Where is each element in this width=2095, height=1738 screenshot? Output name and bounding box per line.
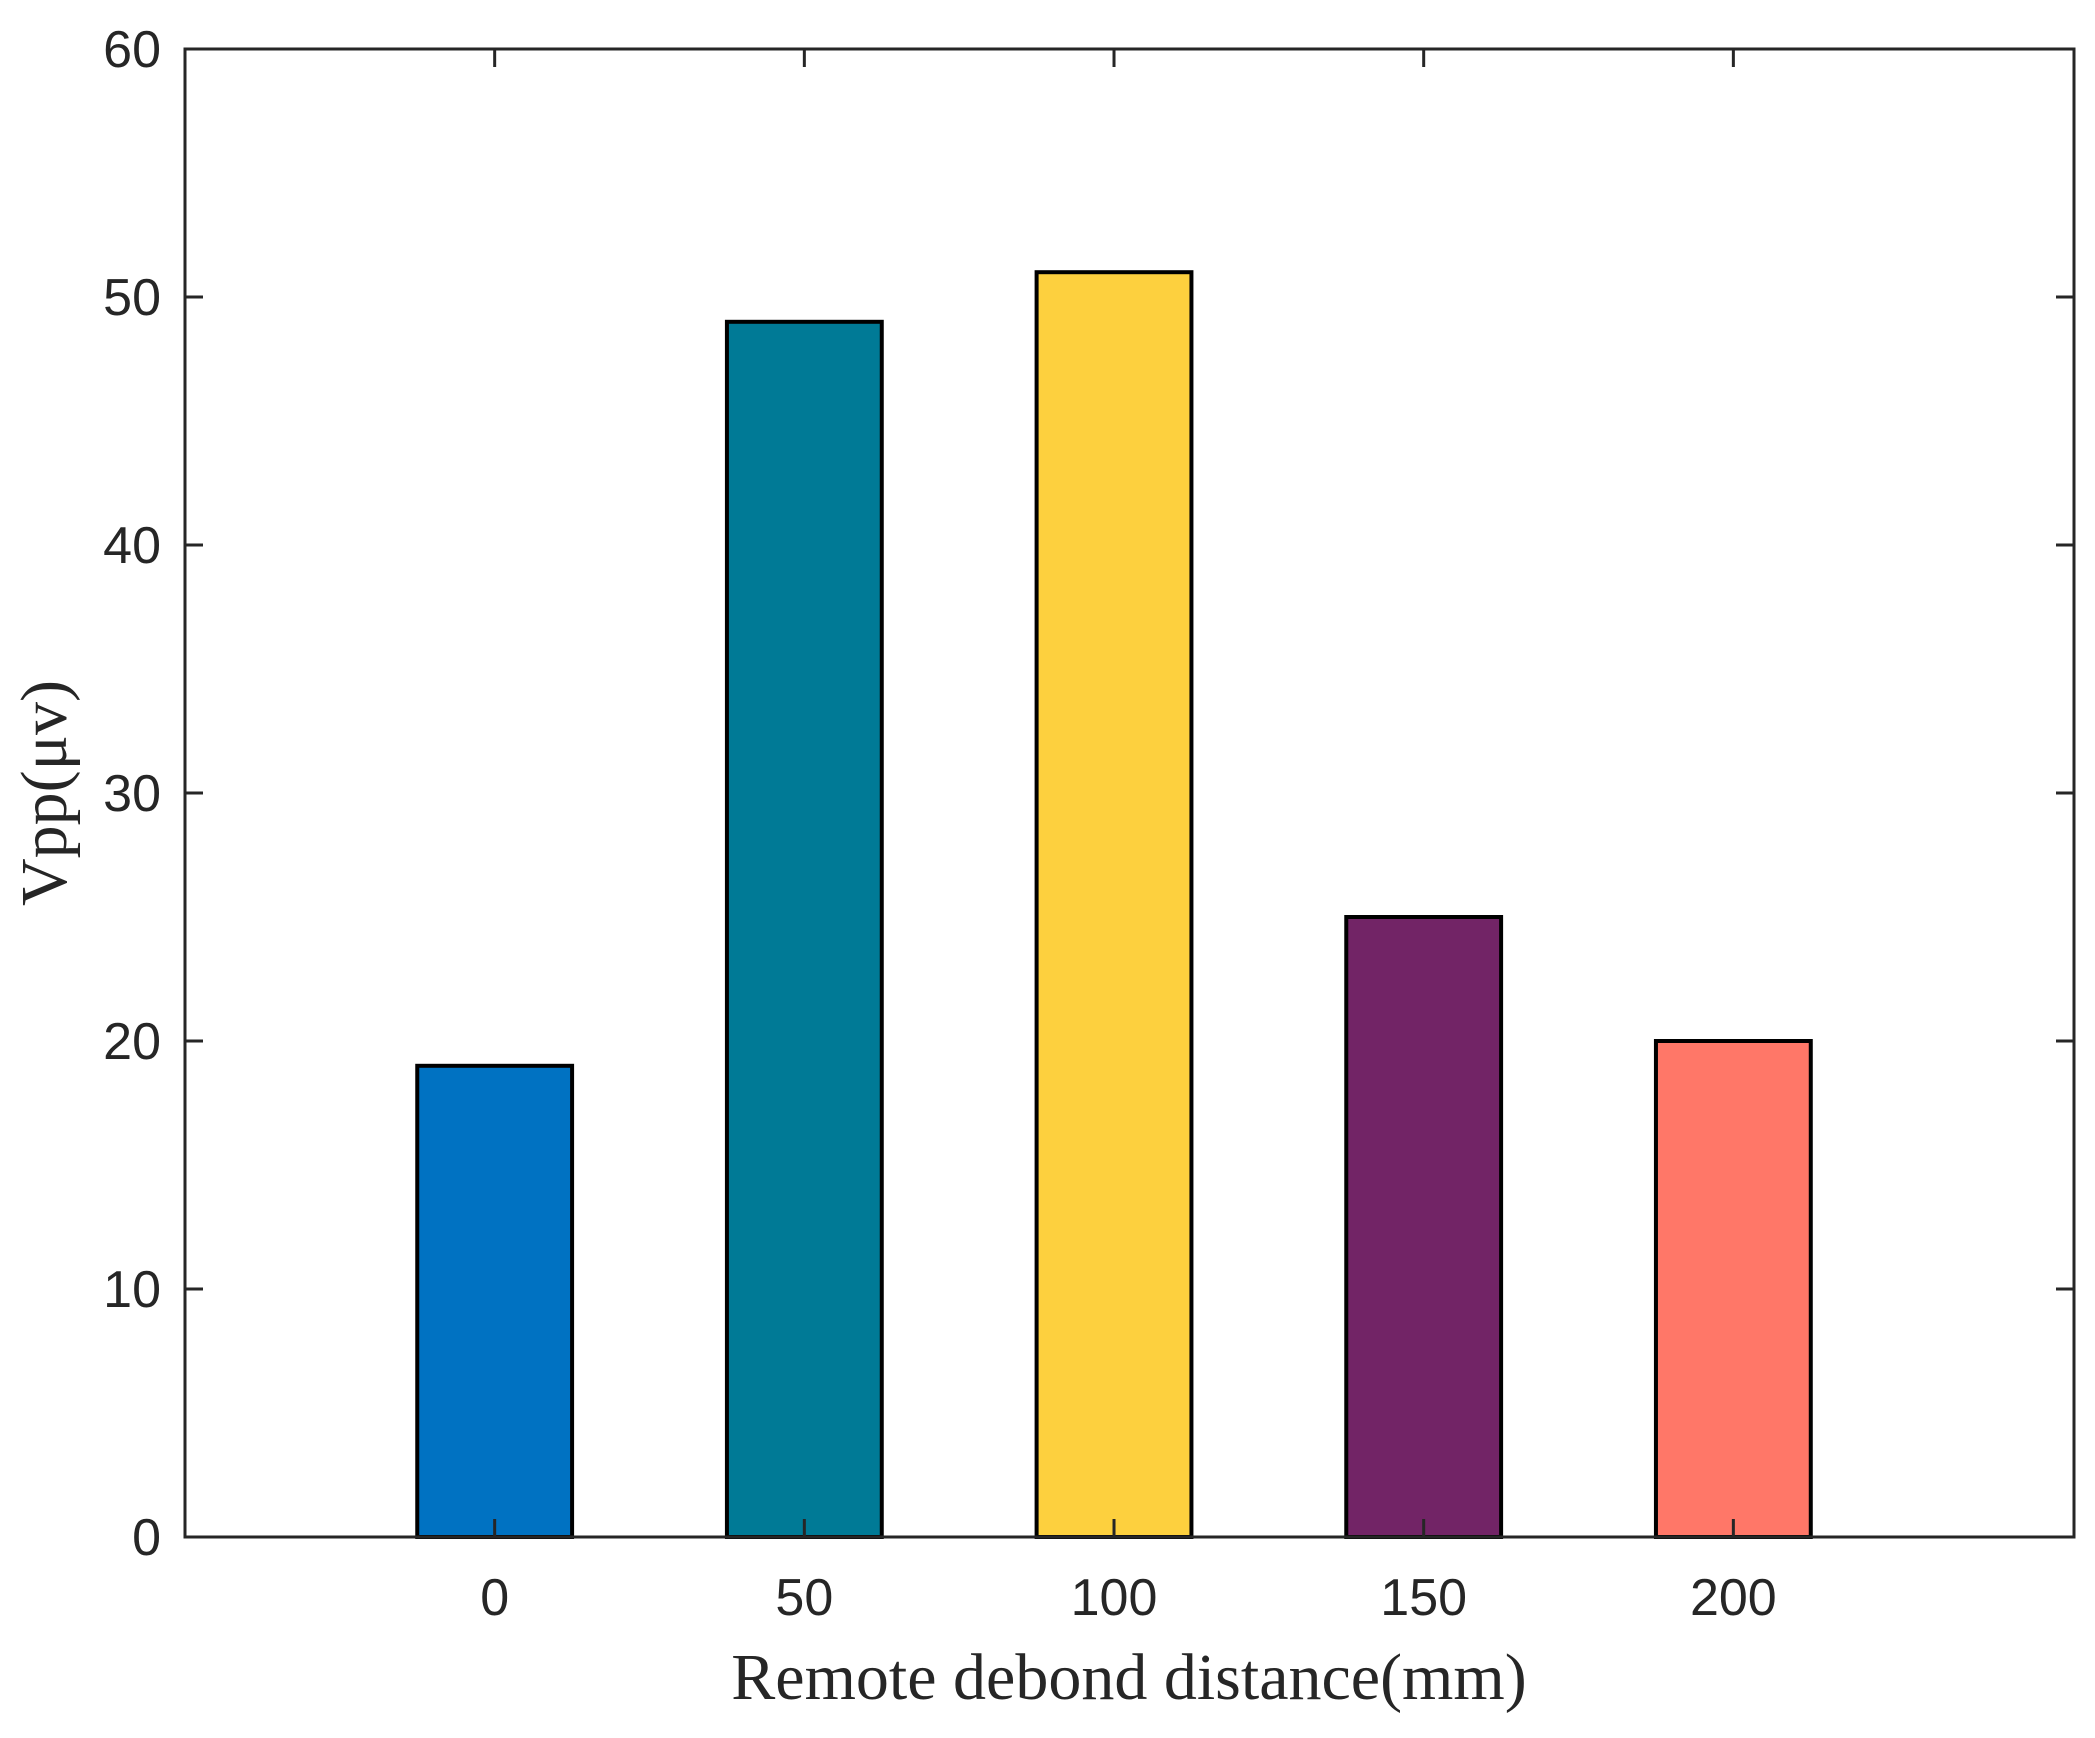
- y-tick-label-20: 20: [103, 1013, 161, 1071]
- x-tick-label-150: 150: [1380, 1569, 1467, 1627]
- y-tick-label-10: 10: [103, 1261, 161, 1319]
- bar-100: [1034, 270, 1194, 1540]
- bars-layer: [415, 270, 1813, 1540]
- x-tick-label-0: 0: [480, 1569, 509, 1627]
- x-tick-label-100: 100: [1071, 1569, 1158, 1627]
- y-tick-label-30: 30: [103, 765, 161, 823]
- y-tick-label-60: 60: [103, 21, 161, 79]
- bar-50: [724, 319, 884, 1539]
- ticks-layer: 0 10 20 30 40 50 60 0 50 100 150 200: [103, 21, 2074, 1627]
- y-axis-title: Vpp(μv): [8, 680, 81, 906]
- x-axis-title: Remote debond distance(mm): [731, 1641, 1526, 1714]
- y-tick-label-40: 40: [103, 517, 161, 575]
- x-tick-label-50: 50: [775, 1569, 833, 1627]
- bar-0: [415, 1063, 575, 1540]
- bar-150: [1344, 915, 1504, 1539]
- y-tick-label-50: 50: [103, 269, 161, 327]
- x-tick-label-200: 200: [1690, 1569, 1777, 1627]
- y-tick-label-0: 0: [132, 1509, 161, 1567]
- bar-200: [1653, 1039, 1813, 1539]
